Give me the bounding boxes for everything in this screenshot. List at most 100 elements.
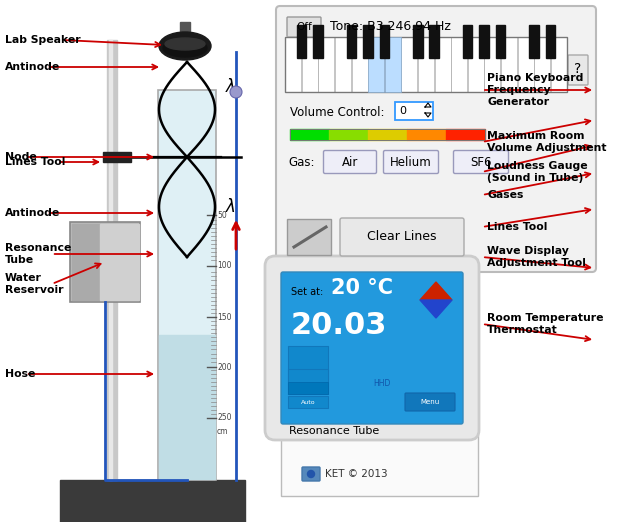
Bar (380, 25, 389, 58)
Ellipse shape (165, 38, 205, 50)
FancyBboxPatch shape (287, 219, 331, 255)
Text: Gas:: Gas: (288, 156, 315, 169)
Text: Resonance
Tube: Resonance Tube (5, 243, 71, 265)
Bar (329, 129, 368, 140)
FancyBboxPatch shape (453, 150, 508, 173)
Circle shape (230, 86, 242, 98)
Text: 200: 200 (217, 362, 231, 372)
Text: Gases: Gases (487, 190, 524, 200)
Bar (352, 37, 367, 92)
Circle shape (307, 470, 315, 478)
Text: HHD: HHD (373, 379, 391, 388)
Bar (158, 90, 216, 480)
FancyBboxPatch shape (287, 17, 321, 37)
Bar (285, 37, 567, 92)
Bar (385, 37, 401, 92)
Bar (70, 222, 140, 302)
Text: Resonance Tube: Resonance Tube (289, 426, 379, 436)
Bar (302, 37, 318, 92)
Bar (501, 37, 517, 92)
Bar (285, 37, 567, 92)
Bar (496, 25, 505, 58)
Text: λ: λ (226, 198, 236, 216)
Bar (413, 25, 423, 58)
Bar (479, 25, 489, 58)
Bar (429, 25, 439, 58)
Bar (100, 224, 139, 300)
Text: Maximum Room
Volume Adjustment: Maximum Room Volume Adjustment (487, 131, 606, 153)
Bar (107, 40, 117, 480)
Bar (290, 129, 485, 140)
Bar (319, 37, 334, 92)
Text: Piano Keyboard
Frequency
Generator: Piano Keyboard Frequency Generator (487, 73, 583, 108)
Bar (103, 152, 131, 162)
Bar (347, 25, 356, 58)
Bar (529, 25, 539, 58)
Bar (60, 480, 245, 522)
Text: 0: 0 (399, 106, 406, 116)
Text: Volume Control:: Volume Control: (290, 105, 384, 118)
FancyBboxPatch shape (340, 218, 464, 256)
Text: Antinode: Antinode (5, 208, 60, 218)
Text: Auto: Auto (301, 399, 315, 405)
Bar (288, 369, 328, 394)
Bar (534, 37, 550, 92)
Text: Set at:: Set at: (291, 287, 324, 297)
FancyBboxPatch shape (281, 419, 478, 496)
Text: Clear Lines: Clear Lines (367, 231, 437, 243)
Text: Lines Tool: Lines Tool (487, 222, 547, 232)
Bar (335, 37, 351, 92)
Text: Lab Speaker: Lab Speaker (5, 35, 81, 45)
Text: Lines Tool: Lines Tool (5, 157, 65, 167)
Text: Helium: Helium (390, 156, 432, 169)
Ellipse shape (163, 39, 207, 57)
Bar (288, 382, 328, 394)
Text: Hose: Hose (5, 369, 35, 379)
Bar (72, 224, 100, 300)
Text: Tone: B3 246.94 Hz: Tone: B3 246.94 Hz (330, 20, 451, 33)
Bar (159, 335, 215, 479)
Text: SF6: SF6 (470, 156, 492, 169)
FancyBboxPatch shape (384, 150, 438, 173)
Text: Off: Off (296, 22, 312, 32)
Bar (290, 129, 329, 140)
Text: 50: 50 (217, 210, 227, 219)
Bar (180, 22, 190, 34)
Text: Antinode: Antinode (5, 62, 60, 72)
Bar (297, 25, 307, 58)
Bar (368, 37, 384, 92)
Bar (517, 37, 534, 92)
FancyBboxPatch shape (302, 467, 320, 481)
Polygon shape (420, 300, 452, 318)
Text: Loudness Gauge
(Sound in Tube): Loudness Gauge (Sound in Tube) (487, 161, 587, 183)
Text: Room Temperature
Thermostat: Room Temperature Thermostat (487, 313, 604, 335)
FancyBboxPatch shape (405, 393, 455, 411)
Ellipse shape (159, 32, 211, 60)
FancyBboxPatch shape (324, 150, 376, 173)
Text: λ: λ (226, 78, 236, 96)
Text: ?: ? (574, 62, 582, 76)
FancyBboxPatch shape (395, 102, 433, 120)
Text: Node: Node (5, 152, 37, 162)
Bar (368, 129, 407, 140)
Text: Water
Reservoir: Water Reservoir (5, 273, 63, 295)
Text: 20 °C: 20 °C (331, 278, 393, 298)
Text: 100: 100 (217, 262, 231, 270)
Bar (407, 129, 446, 140)
Bar (551, 37, 567, 92)
FancyBboxPatch shape (281, 272, 463, 424)
Text: 250: 250 (217, 413, 231, 422)
Bar (545, 25, 556, 58)
Bar (385, 37, 401, 92)
Text: Wave Display
Adjustment Tool: Wave Display Adjustment Tool (487, 246, 586, 268)
Text: Menu: Menu (420, 399, 440, 405)
Text: KET © 2013: KET © 2013 (325, 469, 387, 479)
Bar (288, 346, 328, 394)
Bar (418, 37, 434, 92)
Bar (288, 396, 328, 408)
Text: cm: cm (217, 428, 228, 436)
FancyBboxPatch shape (265, 256, 479, 440)
FancyBboxPatch shape (568, 55, 588, 85)
Bar (468, 37, 484, 92)
Bar (435, 37, 451, 92)
